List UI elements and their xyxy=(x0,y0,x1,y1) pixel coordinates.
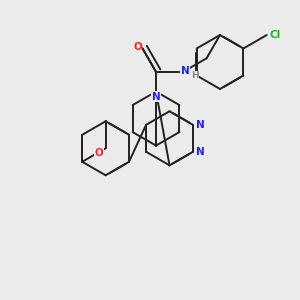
Text: N: N xyxy=(196,147,204,157)
Text: H: H xyxy=(191,71,199,80)
Text: N: N xyxy=(181,66,189,76)
Text: N: N xyxy=(196,120,204,130)
Text: Cl: Cl xyxy=(269,30,281,40)
Text: N: N xyxy=(152,92,160,102)
Text: O: O xyxy=(94,148,103,158)
Text: O: O xyxy=(133,42,142,52)
